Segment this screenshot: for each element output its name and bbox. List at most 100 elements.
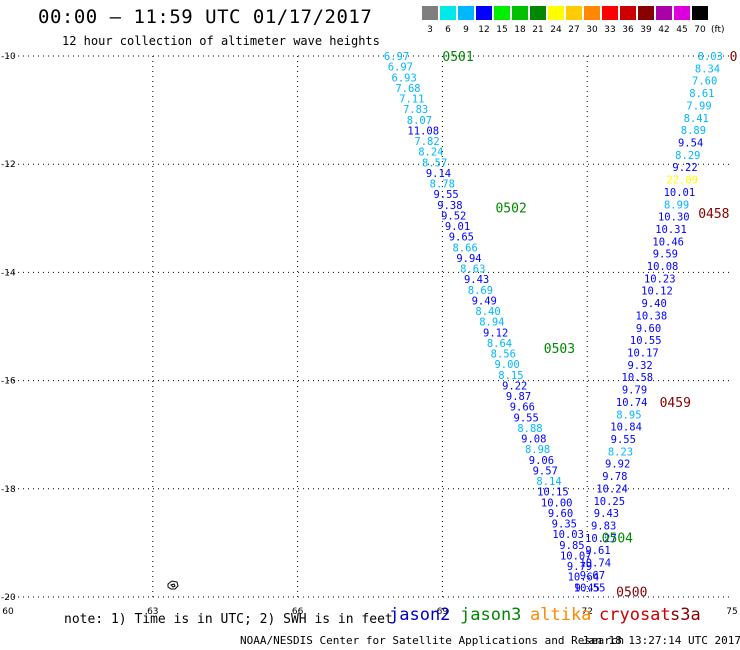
swh-value: 9.67 — [580, 570, 605, 582]
swh-value: 9.57 — [533, 465, 558, 477]
swh-value: 8.29 — [675, 150, 700, 162]
swh-value: 9.32 — [627, 360, 652, 372]
swh-value: 8.99 — [664, 199, 689, 211]
swh-value: 9.65 — [449, 232, 474, 244]
scale-label: 3 — [427, 25, 433, 35]
scale-swatch — [566, 6, 582, 20]
satellite-legend-jason3: jason3 — [460, 605, 522, 625]
swh-value: 8.14 — [536, 476, 561, 488]
swh-value: 9.01 — [445, 221, 470, 233]
swh-value: 9.61 — [585, 545, 610, 557]
swh-value: 6.97 — [388, 62, 413, 74]
swh-value: 10.03 — [552, 529, 584, 541]
swh-value: 9.83 — [591, 520, 616, 532]
swh-value: 9.52 — [441, 210, 466, 222]
satellite-legend-jason2: jason2 — [389, 605, 451, 625]
lat-tick-label: -12 — [1, 160, 16, 170]
scale-label: 36 — [622, 25, 634, 35]
swh-value: 10.08 — [647, 261, 679, 273]
swh-value: 7.11 — [399, 94, 424, 106]
scale-label: 42 — [658, 25, 670, 35]
swh-value: 9.94 — [456, 253, 481, 265]
satellite-track-west: 6.976.976.937.687.117.838.0711.087.828.2… — [384, 51, 600, 594]
swh-value: 9.22 — [672, 162, 697, 174]
swh-value: 10.38 — [636, 310, 668, 322]
swh-value: 9.55 — [514, 412, 539, 424]
swh-value: 8.61 — [689, 88, 714, 100]
swh-value: 8.94 — [479, 317, 504, 329]
swh-value: 10.00 — [541, 497, 573, 509]
satellite-legend-cryosat: cryosat — [599, 605, 671, 625]
satellite-legend-s3a: s3a — [670, 605, 701, 625]
swh-value: 8.41 — [684, 113, 709, 125]
lat-tick-label: -20 — [1, 593, 16, 603]
scale-label: 15 — [496, 25, 508, 35]
satellite-legend-altika: altika — [530, 605, 592, 625]
swh-value: 9.87 — [506, 391, 531, 403]
swh-value: 7.68 — [395, 83, 420, 95]
swh-value: 8.89 — [681, 125, 706, 137]
swh-value: 10.74 — [616, 397, 648, 409]
pass-label: 0502 — [495, 201, 526, 216]
pass-label: 0458 — [698, 207, 729, 222]
swh-value: 10.17 — [627, 348, 659, 360]
swh-value: 8.63 — [460, 264, 485, 276]
scale-label: 27 — [568, 25, 580, 35]
lon-tick-label: 66 — [292, 607, 304, 617]
swh-value: 8.98 — [525, 444, 550, 456]
swh-value: 10.15 — [537, 487, 569, 499]
scale-label: 39 — [640, 25, 652, 35]
swh-value: 8.24 — [418, 147, 443, 159]
scale-swatch — [440, 6, 456, 20]
scale-label: 12 — [478, 25, 490, 35]
swh-value: 7.82 — [414, 136, 439, 148]
swh-value: 9.49 — [472, 295, 497, 307]
scale-label: 21 — [532, 25, 544, 35]
scale-swatch — [674, 6, 690, 20]
swh-value: 8.69 — [468, 285, 493, 297]
swh-value: 8.95 — [616, 409, 641, 421]
scale-swatch — [494, 6, 510, 20]
swh-value: 9.35 — [552, 519, 577, 531]
pass-label: 0459 — [660, 396, 691, 411]
credit-text: NOAA/NESDIS Center for Satellite Applica… — [240, 634, 625, 647]
swh-value: 10.30 — [658, 212, 690, 224]
swh-value: 8.34 — [695, 63, 720, 75]
scale-unit: (ft) — [711, 25, 725, 35]
swh-value: 8.66 — [453, 242, 478, 254]
swh-value: 8.88 — [517, 423, 542, 435]
swh-value: 9.00 — [494, 359, 519, 371]
swh-value: 9.92 — [605, 459, 630, 471]
scale-swatch — [584, 6, 600, 20]
scale-swatch — [620, 6, 636, 20]
swh-value: 9.79 — [567, 561, 592, 573]
generated-timestamp: Jan 18 13:27:14 UTC 2017 — [582, 634, 740, 647]
swh-value: 9.79 — [622, 385, 647, 397]
swh-value: 9.22 — [502, 380, 527, 392]
scale-swatch — [656, 6, 672, 20]
swh-value: 9.85 — [559, 540, 584, 552]
swh-value: 10.23 — [644, 273, 676, 285]
pass-time-labels: 0501 0502 0503 0504 0500 0459 0458 0 — [442, 50, 737, 601]
swh-value: 8.78 — [430, 179, 455, 191]
scale-label: 33 — [604, 25, 616, 35]
lat-tick-label: -10 — [1, 52, 16, 62]
swh-value: 9.08 — [521, 434, 546, 446]
swh-value: 9.43 — [464, 274, 489, 286]
lat-tick-label: -14 — [1, 268, 16, 278]
lat-lon-grid — [8, 55, 732, 598]
swh-value: 8.64 — [487, 338, 512, 350]
swh-value: 9.66 — [510, 402, 535, 414]
swh-value: 10.27 — [585, 533, 617, 545]
scale-swatch — [530, 6, 546, 20]
swh-value: 9.78 — [602, 471, 627, 483]
swh-value: 9.14 — [426, 168, 451, 180]
lon-tick-label: 69 — [437, 607, 449, 617]
swh-value: 9.45 — [575, 582, 600, 594]
scale-label: 30 — [586, 25, 598, 35]
satellite-track-east: 8.038.347.608.617.998.418.899.548.299.22… — [574, 51, 723, 594]
swh-value: 10.46 — [652, 236, 684, 248]
scale-swatch — [548, 6, 564, 20]
swh-value: 9.38 — [437, 200, 462, 212]
swh-value: 22.09 — [666, 175, 698, 187]
